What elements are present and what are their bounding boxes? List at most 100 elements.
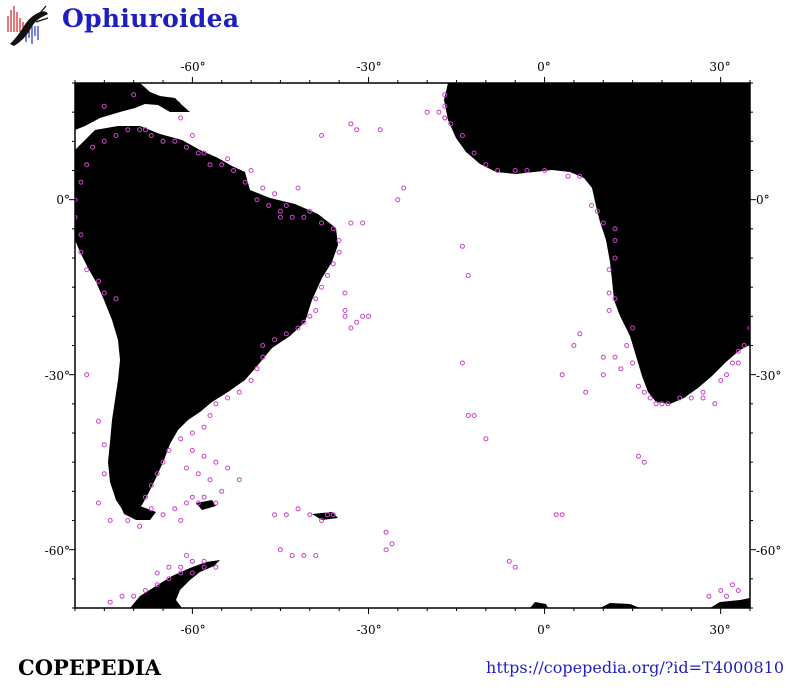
occurrence-point (577, 173, 583, 179)
occurrence-point (231, 168, 236, 173)
occurrence-point (383, 547, 389, 553)
occurrence-point (348, 121, 354, 127)
occurrence-point (295, 506, 301, 512)
occurrence-point (342, 313, 348, 319)
occurrence-point (154, 471, 160, 477)
occurrence-point (559, 372, 565, 378)
occurrence-point (201, 424, 207, 430)
x-tick-label-bottom: 30° (709, 623, 730, 637)
occurrence-point (612, 296, 618, 302)
occurrence-point (166, 576, 172, 582)
occurrence-point (559, 512, 565, 518)
occurrence-point (178, 564, 184, 570)
occurrence-point (313, 296, 319, 302)
x-tick-label-bottom: -60° (180, 623, 205, 637)
occurrence-point (377, 127, 383, 133)
occurrence-point (577, 331, 583, 337)
occurrence-point (195, 471, 201, 477)
occurrence-point (747, 325, 750, 331)
south-america-land (75, 126, 338, 512)
occurrence-point (600, 372, 606, 378)
copepedia-url-link[interactable]: https://copepedia.org/?id=T4000810 (486, 658, 784, 677)
occurrence-point (195, 150, 201, 156)
occurrence-point (184, 553, 189, 558)
occurrence-point (459, 360, 465, 366)
occurrence-point (330, 226, 336, 232)
madagascar-land (734, 195, 750, 228)
copepedia-brand: COPEPEDIA (18, 655, 161, 680)
occurrence-point (289, 553, 295, 558)
occurrence-point (342, 290, 348, 296)
occurrence-point (101, 442, 107, 448)
occurrence-point (319, 518, 324, 523)
occurrence-point (195, 500, 201, 506)
occurrence-point (213, 500, 219, 506)
occurrence-point (677, 395, 683, 401)
occurrence-point (189, 133, 195, 138)
occurrence-point (383, 529, 389, 535)
occurrence-point (254, 197, 260, 203)
occurrence-point (213, 401, 219, 407)
occurrence-point (354, 127, 360, 133)
occurrence-point (160, 512, 166, 518)
occurrence-point (336, 238, 342, 243)
occurrence-point (612, 238, 618, 243)
map-figure: -60° -30° 0° 30° -60° -30° 0° 30° 0° -30… (45, 60, 782, 637)
occurrence-point (442, 115, 448, 121)
occurrence-point (248, 378, 254, 383)
x-tick-label-top: -30° (356, 60, 381, 74)
occurrence-point (471, 413, 477, 418)
occurrence-point (301, 214, 307, 220)
occurrence-point (448, 121, 454, 127)
occurrence-point (125, 127, 131, 133)
occurrence-point (589, 203, 594, 208)
y-tick-label-right: 0° (756, 193, 770, 207)
occurrence-point (301, 319, 307, 325)
occurrence-point (213, 459, 219, 465)
occurrence-point (154, 582, 160, 588)
occurrence-point (236, 389, 242, 395)
occurrence-point (659, 401, 665, 407)
occurrence-point (160, 138, 166, 144)
occurrence-point (295, 325, 301, 331)
occurrence-point (330, 261, 336, 267)
occurrence-point (96, 418, 101, 424)
occurrence-point (96, 278, 101, 284)
occurrence-point (313, 308, 319, 313)
occurrence-point (142, 494, 148, 500)
occurrence-point (600, 220, 606, 226)
occurrence-point (424, 109, 430, 115)
occurrence-point (201, 453, 207, 459)
occurrence-point (225, 395, 231, 401)
y-tick-label-left: -60° (45, 544, 70, 558)
occurrence-point (213, 564, 219, 570)
occurrence-point (277, 214, 283, 220)
occurrence-point (236, 477, 242, 483)
occurrence-point (142, 588, 148, 593)
occurrence-point (606, 267, 612, 273)
occurrence-point (483, 162, 489, 168)
occurrence-point (189, 558, 195, 564)
occurrence-point (148, 506, 154, 512)
occurrence-point (101, 290, 107, 296)
occurrence-point (207, 162, 213, 168)
occurrence-point (90, 144, 96, 150)
occurrence-point (542, 168, 548, 173)
occurrence-point (724, 593, 729, 599)
occurrence-point (172, 506, 178, 512)
occurrence-point (612, 226, 618, 232)
x-tick-label-bottom: -30° (356, 623, 381, 637)
occurrence-point (565, 173, 571, 179)
occurrence-point (706, 593, 712, 599)
occurrence-point (665, 401, 671, 407)
occurrence-point (360, 313, 366, 319)
occurrence-point (225, 156, 231, 162)
occurrence-point (219, 488, 225, 494)
occurrence-point (201, 564, 207, 570)
occurrence-point (506, 558, 512, 564)
occurrence-point (207, 413, 213, 418)
axis-ticks (69, 77, 756, 614)
occurrence-point (342, 308, 348, 313)
occurrence-point (718, 588, 724, 593)
occurrence-point (606, 308, 612, 313)
